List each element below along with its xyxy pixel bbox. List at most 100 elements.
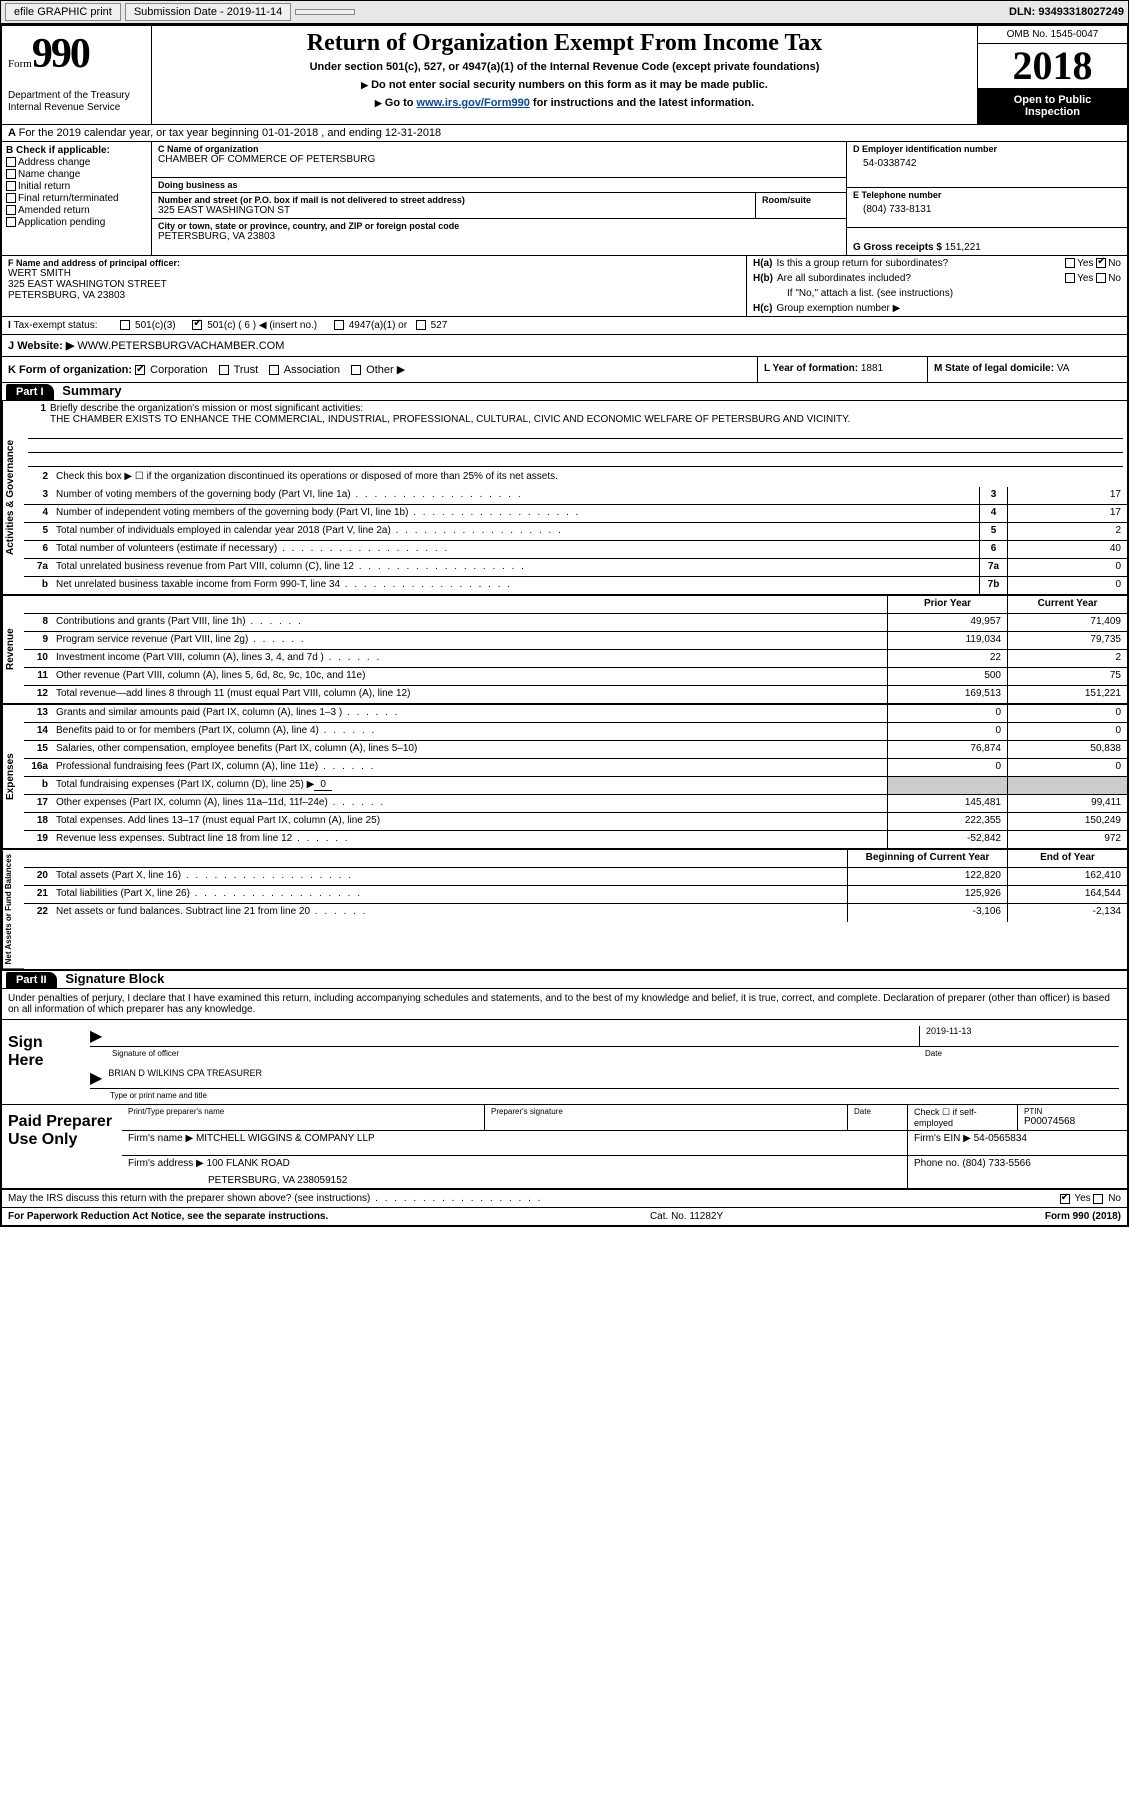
form-title: Return of Organization Exempt From Incom… [158,30,971,57]
rev-8: Contributions and grants (Part VIII, lin… [52,614,887,631]
irs-yes: Yes [1074,1193,1090,1204]
m-line3 [28,453,1123,467]
h-c: H(c) Group exemption number ▶ [747,301,1127,316]
prep-self[interactable]: Check ☐ if self-employed [907,1105,1017,1130]
hb-no[interactable]: No [1108,273,1121,284]
ha-no[interactable]: No [1108,258,1121,269]
gov-v5: 2 [1007,523,1127,540]
b-amend: Amended return [18,205,90,216]
irs-yes-chk[interactable] [1060,1194,1070,1204]
chk-name-change[interactable]: Name change [6,169,147,180]
exp-c14: 0 [1007,723,1127,740]
section-b: B Check if applicable: Address change Na… [2,142,152,255]
exp-body: 13Grants and similar amounts paid (Part … [24,705,1127,849]
agency: Department of the Treasury Internal Reve… [8,90,145,114]
part2-bar: Part II Signature Block [2,971,1127,989]
form-subtitle: Under section 501(c), 527, or 4947(a)(1)… [158,61,971,73]
m-line2 [28,439,1123,453]
hb-yes[interactable]: Yes [1077,273,1093,284]
m-line1 [28,425,1123,439]
m-val: VA [1057,363,1070,374]
sig-line-1: ▶ 2019-11-13 [90,1026,1119,1047]
k-other: Other ▶ [366,364,405,376]
efile-badge[interactable]: efile GRAPHIC print [5,3,121,21]
c-street: 325 EAST WASHINGTON ST [158,205,749,216]
irs-yn: Yes No [1060,1193,1121,1204]
j-lbl: J [8,340,14,352]
c-room-lbl: Room/suite [762,195,840,205]
chk-assoc[interactable] [269,365,279,375]
chk-501c3[interactable] [120,320,130,330]
hc-txt: Group exemption number ▶ [776,303,900,314]
exp-19: Revenue less expenses. Subtract line 18 … [52,831,887,848]
row-17: 17Other expenses (Part IX, column (A), l… [24,795,1127,813]
exp-p16a: 0 [887,759,1007,776]
b-name: Name change [18,169,80,180]
sig-name-lbl: Type or print name and title [110,1091,1127,1100]
rev-hdr: Prior YearCurrent Year [24,596,1127,614]
i-o2: 501(c) ( 6 ) ◀ (insert no.) [207,320,317,331]
chk-other[interactable] [351,365,361,375]
na-e21: 164,544 [1007,886,1127,903]
na-b20: 122,820 [847,868,1007,885]
omb-no: OMB No. 1545-0047 [978,26,1127,44]
ha-yes[interactable]: Yes [1077,258,1093,269]
sign-here-lbl: Sign Here [2,1020,82,1104]
exp-15: Salaries, other compensation, employee b… [52,741,887,758]
i-o4: 527 [431,320,448,331]
section-f: F Name and address of principal officer:… [2,256,747,316]
off-sig-field[interactable] [108,1026,919,1046]
chk-corp[interactable] [135,365,145,375]
row-13: 13Grants and similar amounts paid (Part … [24,705,1127,723]
chk-501c[interactable] [192,320,202,330]
form-header: Form990 Department of the Treasury Inter… [2,26,1127,125]
row-3: 3Number of voting members of the governi… [24,487,1127,505]
rev-10: Investment income (Part VIII, column (A)… [52,650,887,667]
prep-ptin: P00074568 [1024,1116,1121,1127]
sign-here: Sign Here ▶ 2019-11-13 Signature of offi… [2,1020,1127,1105]
exp-p18: 222,355 [887,813,1007,830]
chk-final[interactable]: Final return/terminated [6,193,147,204]
chk-address-change[interactable]: Address change [6,157,147,168]
h-a: H(a) Is this a group return for subordin… [747,256,1127,271]
exp-c13: 0 [1007,705,1127,722]
sig-date: 2019-11-13 [926,1026,1119,1036]
exp-13: Grants and similar amounts paid (Part IX… [52,705,887,722]
exp-c18: 150,249 [1007,813,1127,830]
chk-527[interactable] [416,320,426,330]
ein-cell: D Employer identification number 54-0338… [847,142,1127,188]
footer-mid: Cat. No. 11282Y [650,1211,723,1222]
chk-initial[interactable]: Initial return [6,181,147,192]
i-o1: 501(c)(3) [135,320,176,331]
section-m: M State of legal domicile: VA [927,357,1127,382]
row-7a: 7aTotal unrelated business revenue from … [24,559,1127,577]
chk-app-pending[interactable]: Application pending [6,217,147,228]
chk-4947[interactable] [334,320,344,330]
header-right: OMB No. 1545-0047 2018 Open to Public In… [977,26,1127,124]
sig-line-2: ▶ BRIAN D WILKINS CPA TREASURER [90,1068,1119,1089]
rev-c11: 75 [1007,668,1127,685]
chk-trust[interactable] [219,365,229,375]
exp-c17: 99,411 [1007,795,1127,812]
na-b22: -3,106 [847,904,1007,922]
exp-16a: Professional fundraising fees (Part IX, … [52,759,887,776]
ha-txt: Is this a group return for subordinates? [776,258,948,269]
c-street-lbl: Number and street (or P.O. box if mail i… [158,195,749,205]
rev-c8: 71,409 [1007,614,1127,631]
chk-amended[interactable]: Amended return [6,205,147,216]
exp-16b-val: 0 [314,779,332,791]
exp-17: Other expenses (Part IX, column (A), lin… [52,795,887,812]
na-e20: 162,410 [1007,868,1127,885]
addr-row: Number and street (or P.O. box if mail i… [152,193,846,219]
f-lbl: F Name and address of principal officer: [8,258,740,268]
irs-link[interactable]: www.irs.gov/Form990 [417,97,530,109]
col-prior: Prior Year [887,596,1007,613]
gov-v7b: 0 [1007,577,1127,594]
c-dba-lbl: Doing business as [158,180,840,190]
prep-pdate-lbl: Date [854,1107,901,1116]
vtab-gov: Activities & Governance [2,401,24,595]
gov-v3: 17 [1007,487,1127,504]
agency-2: Internal Revenue Service [8,102,145,114]
irs-no-chk[interactable] [1093,1194,1103,1204]
na-hdr: Beginning of Current YearEnd of Year [24,850,1127,868]
